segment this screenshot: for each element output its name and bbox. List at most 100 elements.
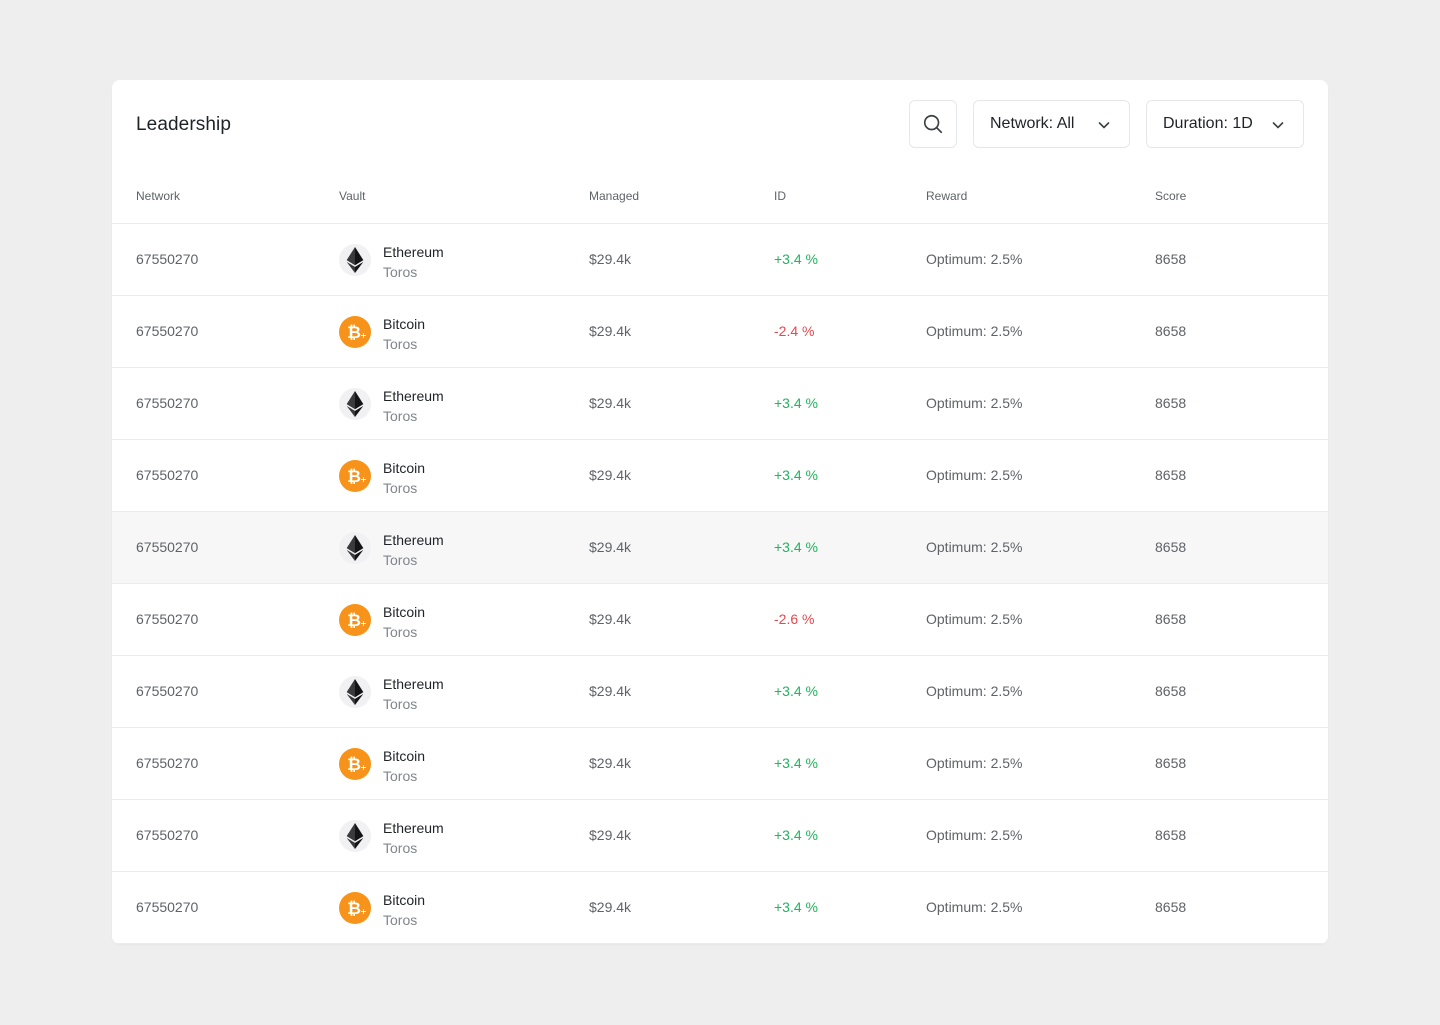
ethereum-coin-badge [339, 244, 371, 276]
vault-subtitle: Toros [383, 624, 418, 640]
column-header-id[interactable]: ID [774, 189, 786, 203]
svg-text:+: + [360, 907, 367, 916]
svg-text:₿: ₿ [347, 323, 361, 343]
bitcoin-coin-badge: ₿ + [339, 460, 371, 492]
column-header-score[interactable]: Score [1155, 189, 1187, 203]
bitcoin-coin-badge: ₿ + [339, 316, 371, 348]
network-cell: 67550270 [136, 683, 199, 699]
id-change-cell: +3.4 % [774, 683, 818, 699]
id-change-cell: -2.4 % [774, 323, 815, 339]
search-icon [923, 114, 943, 134]
svg-text:+: + [360, 331, 367, 340]
vault-name: Bitcoin [383, 316, 426, 332]
table-row[interactable]: 67550270 Ethereum Toros $29.4k +3.4 % Op… [112, 656, 1328, 728]
column-header-vault[interactable]: Vault [339, 189, 366, 203]
vault-subtitle: Toros [383, 768, 418, 784]
ethereum-icon [346, 535, 364, 561]
reward-cell: Optimum: 2.5% [926, 539, 1023, 555]
id-change-cell: +3.4 % [774, 755, 818, 771]
vault-name: Bitcoin [383, 604, 426, 620]
search-button[interactable] [909, 100, 957, 148]
score-cell: 8658 [1155, 683, 1187, 699]
ethereum-icon [346, 679, 364, 705]
page-title: Leadership [136, 114, 232, 135]
bitcoin-icon: ₿ + [347, 323, 367, 343]
network-cell: 67550270 [136, 251, 199, 267]
vault-subtitle: Toros [383, 696, 418, 712]
table-row[interactable]: 67550270 ₿ + Bitcoin Toros $29.4k +3.4 % … [112, 872, 1328, 944]
vault-subtitle: Toros [383, 408, 418, 424]
score-cell: 8658 [1155, 899, 1187, 915]
svg-text:₿: ₿ [347, 467, 361, 487]
managed-cell: $29.4k [589, 539, 632, 555]
vault-subtitle: Toros [383, 912, 418, 928]
table-row[interactable]: 67550270 ₿ + Bitcoin Toros $29.4k +3.4 % … [112, 440, 1328, 512]
table-row[interactable]: 67550270 Ethereum Toros $29.4k +3.4 % Op… [112, 368, 1328, 440]
network-filter-label: Network: All [990, 115, 1075, 132]
network-cell: 67550270 [136, 323, 199, 339]
ethereum-icon [346, 247, 364, 273]
bitcoin-icon: ₿ + [347, 755, 367, 775]
reward-cell: Optimum: 2.5% [926, 827, 1023, 843]
managed-cell: $29.4k [589, 395, 632, 411]
svg-text:₿: ₿ [347, 899, 361, 919]
reward-cell: Optimum: 2.5% [926, 755, 1023, 771]
score-cell: 8658 [1155, 755, 1187, 771]
bitcoin-icon: ₿ + [347, 467, 367, 487]
ethereum-coin-badge [339, 820, 371, 852]
score-cell: 8658 [1155, 467, 1187, 483]
vault-subtitle: Toros [383, 480, 418, 496]
network-cell: 67550270 [136, 755, 199, 771]
network-cell: 67550270 [136, 395, 199, 411]
id-change-cell: +3.4 % [774, 827, 818, 843]
score-cell: 8658 [1155, 395, 1187, 411]
vault-name: Ethereum [383, 820, 444, 836]
managed-cell: $29.4k [589, 611, 632, 627]
vault-subtitle: Toros [383, 336, 418, 352]
table-row[interactable]: 67550270 Ethereum Toros $29.4k +3.4 % Op… [112, 512, 1328, 584]
vault-name: Ethereum [383, 676, 444, 692]
network-filter-dropdown[interactable]: Network: All [973, 100, 1130, 148]
managed-cell: $29.4k [589, 467, 632, 483]
vault-name: Bitcoin [383, 748, 426, 764]
svg-text:+: + [360, 763, 367, 772]
column-header-reward[interactable]: Reward [926, 189, 968, 203]
table-row[interactable]: 67550270 Ethereum Toros $29.4k +3.4 % Op… [112, 224, 1328, 296]
bitcoin-icon: ₿ + [347, 611, 367, 631]
bitcoin-coin-badge: ₿ + [339, 604, 371, 636]
reward-cell: Optimum: 2.5% [926, 467, 1023, 483]
managed-cell: $29.4k [589, 899, 632, 915]
bitcoin-coin-badge: ₿ + [339, 748, 371, 780]
score-cell: 8658 [1155, 251, 1187, 267]
ethereum-coin-badge [339, 388, 371, 420]
column-header-managed[interactable]: Managed [589, 189, 640, 203]
score-cell: 8658 [1155, 539, 1187, 555]
managed-cell: $29.4k [589, 323, 632, 339]
ethereum-icon [346, 391, 364, 417]
table-row[interactable]: 67550270 Ethereum Toros $29.4k +3.4 % Op… [112, 800, 1328, 872]
table-row[interactable]: 67550270 ₿ + Bitcoin Toros $29.4k -2.4 % … [112, 296, 1328, 368]
id-change-cell: +3.4 % [774, 899, 818, 915]
ethereum-icon [346, 823, 364, 849]
duration-filter-label: Duration: 1D [1163, 115, 1253, 132]
table-row[interactable]: 67550270 ₿ + Bitcoin Toros $29.4k +3.4 % … [112, 728, 1328, 800]
svg-text:₿: ₿ [347, 611, 361, 631]
network-cell: 67550270 [136, 611, 199, 627]
svg-text:+: + [360, 619, 367, 628]
table-row[interactable]: 67550270 ₿ + Bitcoin Toros $29.4k -2.6 % … [112, 584, 1328, 656]
id-change-cell: +3.4 % [774, 395, 818, 411]
vault-subtitle: Toros [383, 552, 418, 568]
chevron-down-icon [1098, 122, 1110, 129]
vault-name: Bitcoin [383, 460, 426, 476]
vault-name: Ethereum [383, 244, 444, 260]
vault-subtitle: Toros [383, 264, 418, 280]
table-header: Network Vault Managed ID Reward Score [112, 172, 1328, 224]
leaderboard-card: Leadership Network: All Duration: 1D Net… [112, 80, 1328, 944]
vault-name: Ethereum [383, 388, 444, 404]
svg-text:₿: ₿ [347, 755, 361, 775]
reward-cell: Optimum: 2.5% [926, 611, 1023, 627]
column-header-network[interactable]: Network [136, 189, 181, 203]
network-cell: 67550270 [136, 899, 199, 915]
duration-filter-dropdown[interactable]: Duration: 1D [1146, 100, 1304, 148]
table-body: 67550270 Ethereum Toros $29.4k +3.4 % Op… [112, 224, 1328, 944]
